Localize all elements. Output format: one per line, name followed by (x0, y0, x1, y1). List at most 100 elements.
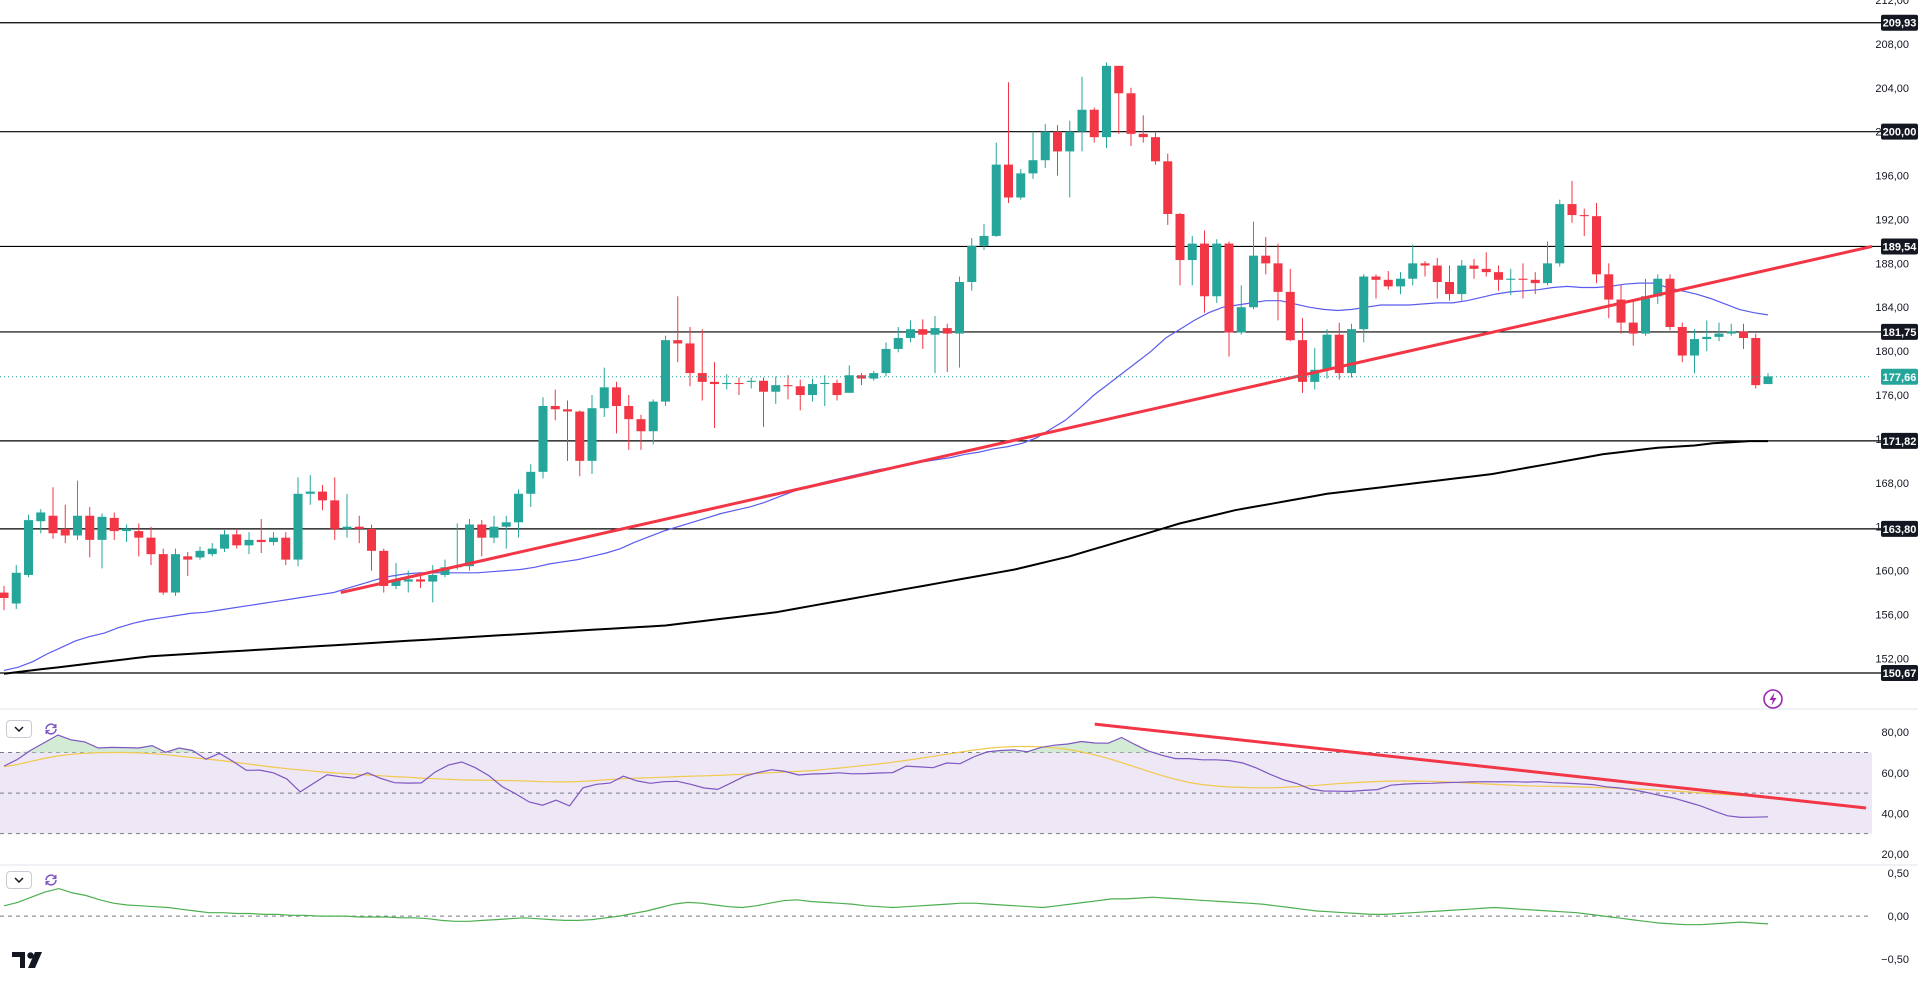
refresh-icon (45, 874, 57, 886)
candle (146, 526, 156, 566)
candle-body (465, 524, 474, 567)
candle-body (1739, 331, 1748, 338)
candle-body (881, 348, 891, 374)
candle-body (440, 567, 450, 575)
candle (1641, 278, 1650, 336)
candle-body (526, 471, 536, 494)
candle-body (575, 411, 585, 461)
candle (1383, 271, 1393, 290)
candle-body (734, 382, 744, 385)
candle-body (1420, 263, 1430, 266)
candle (85, 506, 95, 558)
rsi-axis-tick-label: 20,00 (1881, 849, 1909, 861)
candle (1702, 320, 1712, 352)
price-level-tag (1881, 664, 1918, 681)
candle (1298, 318, 1307, 393)
candle-body (1347, 329, 1356, 374)
rsi-axis-tick-label: 40,00 (1881, 808, 1909, 820)
rsi-trendline (1094, 722, 1867, 810)
candle-body (1702, 336, 1712, 340)
support-trendline (340, 244, 1873, 594)
candle (0, 585, 9, 611)
candle (991, 142, 1001, 238)
rsi-refresh-button[interactable] (42, 720, 60, 738)
candle (1077, 76, 1087, 152)
momentum-axis-tick-label: 0,50 (1888, 868, 1909, 880)
candle-body (1567, 204, 1577, 216)
candle-body (73, 515, 82, 536)
candle (697, 329, 707, 401)
candle-body (0, 592, 9, 599)
candle-body (1151, 137, 1160, 162)
candle (1347, 323, 1356, 378)
candle (1763, 373, 1773, 385)
candle-body (256, 539, 266, 543)
candle (1261, 237, 1271, 275)
candle-body (477, 524, 487, 538)
candle-body (1175, 213, 1185, 261)
rsi-pane[interactable] (0, 722, 1872, 835)
candle-body (1579, 215, 1589, 217)
candle-body (244, 539, 254, 546)
candle (97, 513, 107, 569)
candle-body (783, 385, 793, 387)
candle (36, 509, 46, 534)
candle (746, 377, 756, 389)
candle-body (587, 408, 597, 461)
candle-body (550, 405, 560, 410)
candle-body (1641, 296, 1650, 334)
candle-body (1726, 331, 1736, 334)
candle-body (146, 537, 156, 555)
candle (24, 514, 33, 578)
candle (330, 477, 340, 540)
momentum-collapse-button[interactable] (6, 871, 32, 889)
candle-body (428, 574, 438, 582)
candle-body (1187, 243, 1197, 261)
candle (1677, 322, 1687, 363)
lightning-icon[interactable] (1762, 688, 1784, 710)
candle (1138, 115, 1148, 143)
candle (1212, 239, 1222, 303)
candle (881, 342, 891, 377)
candle (575, 410, 585, 477)
candle (844, 365, 854, 393)
candle (1249, 221, 1258, 310)
candle-body (1616, 299, 1626, 323)
candle (1065, 120, 1075, 198)
candle-body (1053, 131, 1062, 152)
candle (930, 316, 940, 374)
candle-body (857, 375, 866, 379)
price-level-tag (1881, 520, 1918, 537)
candle-body (97, 516, 107, 540)
candle-body (367, 528, 376, 551)
last-price-label: 177,66 (1883, 372, 1917, 384)
candle (1751, 333, 1761, 389)
candle (195, 546, 205, 560)
candle (1469, 258, 1479, 279)
price-axis-tick-label: 196,00 (1875, 171, 1909, 183)
candle (134, 523, 144, 557)
rsi-collapse-button[interactable] (6, 720, 32, 738)
candle (1653, 274, 1663, 304)
price-pane[interactable] (0, 22, 1918, 866)
price-axis[interactable]: 212,00 208,00 204,00 200,00 196,00 192,00 188,… (1875, 0, 1918, 966)
candle (942, 323, 952, 372)
candle (281, 532, 291, 566)
rsi-ma-line (3, 745, 1769, 798)
candle (1371, 274, 1381, 299)
candle (1040, 123, 1050, 168)
candle-body (1677, 326, 1687, 356)
momentum-refresh-button[interactable] (42, 871, 60, 889)
momentum-pane[interactable] (0, 887, 1872, 926)
candle (783, 375, 793, 400)
candle-body (930, 328, 940, 335)
price-axis-tick-label: 176,00 (1875, 390, 1909, 402)
candle-body (636, 419, 646, 432)
candle (158, 548, 168, 595)
candle-body (1751, 337, 1761, 386)
candle (538, 397, 548, 479)
candle-body (36, 512, 46, 522)
candle (1739, 323, 1748, 349)
